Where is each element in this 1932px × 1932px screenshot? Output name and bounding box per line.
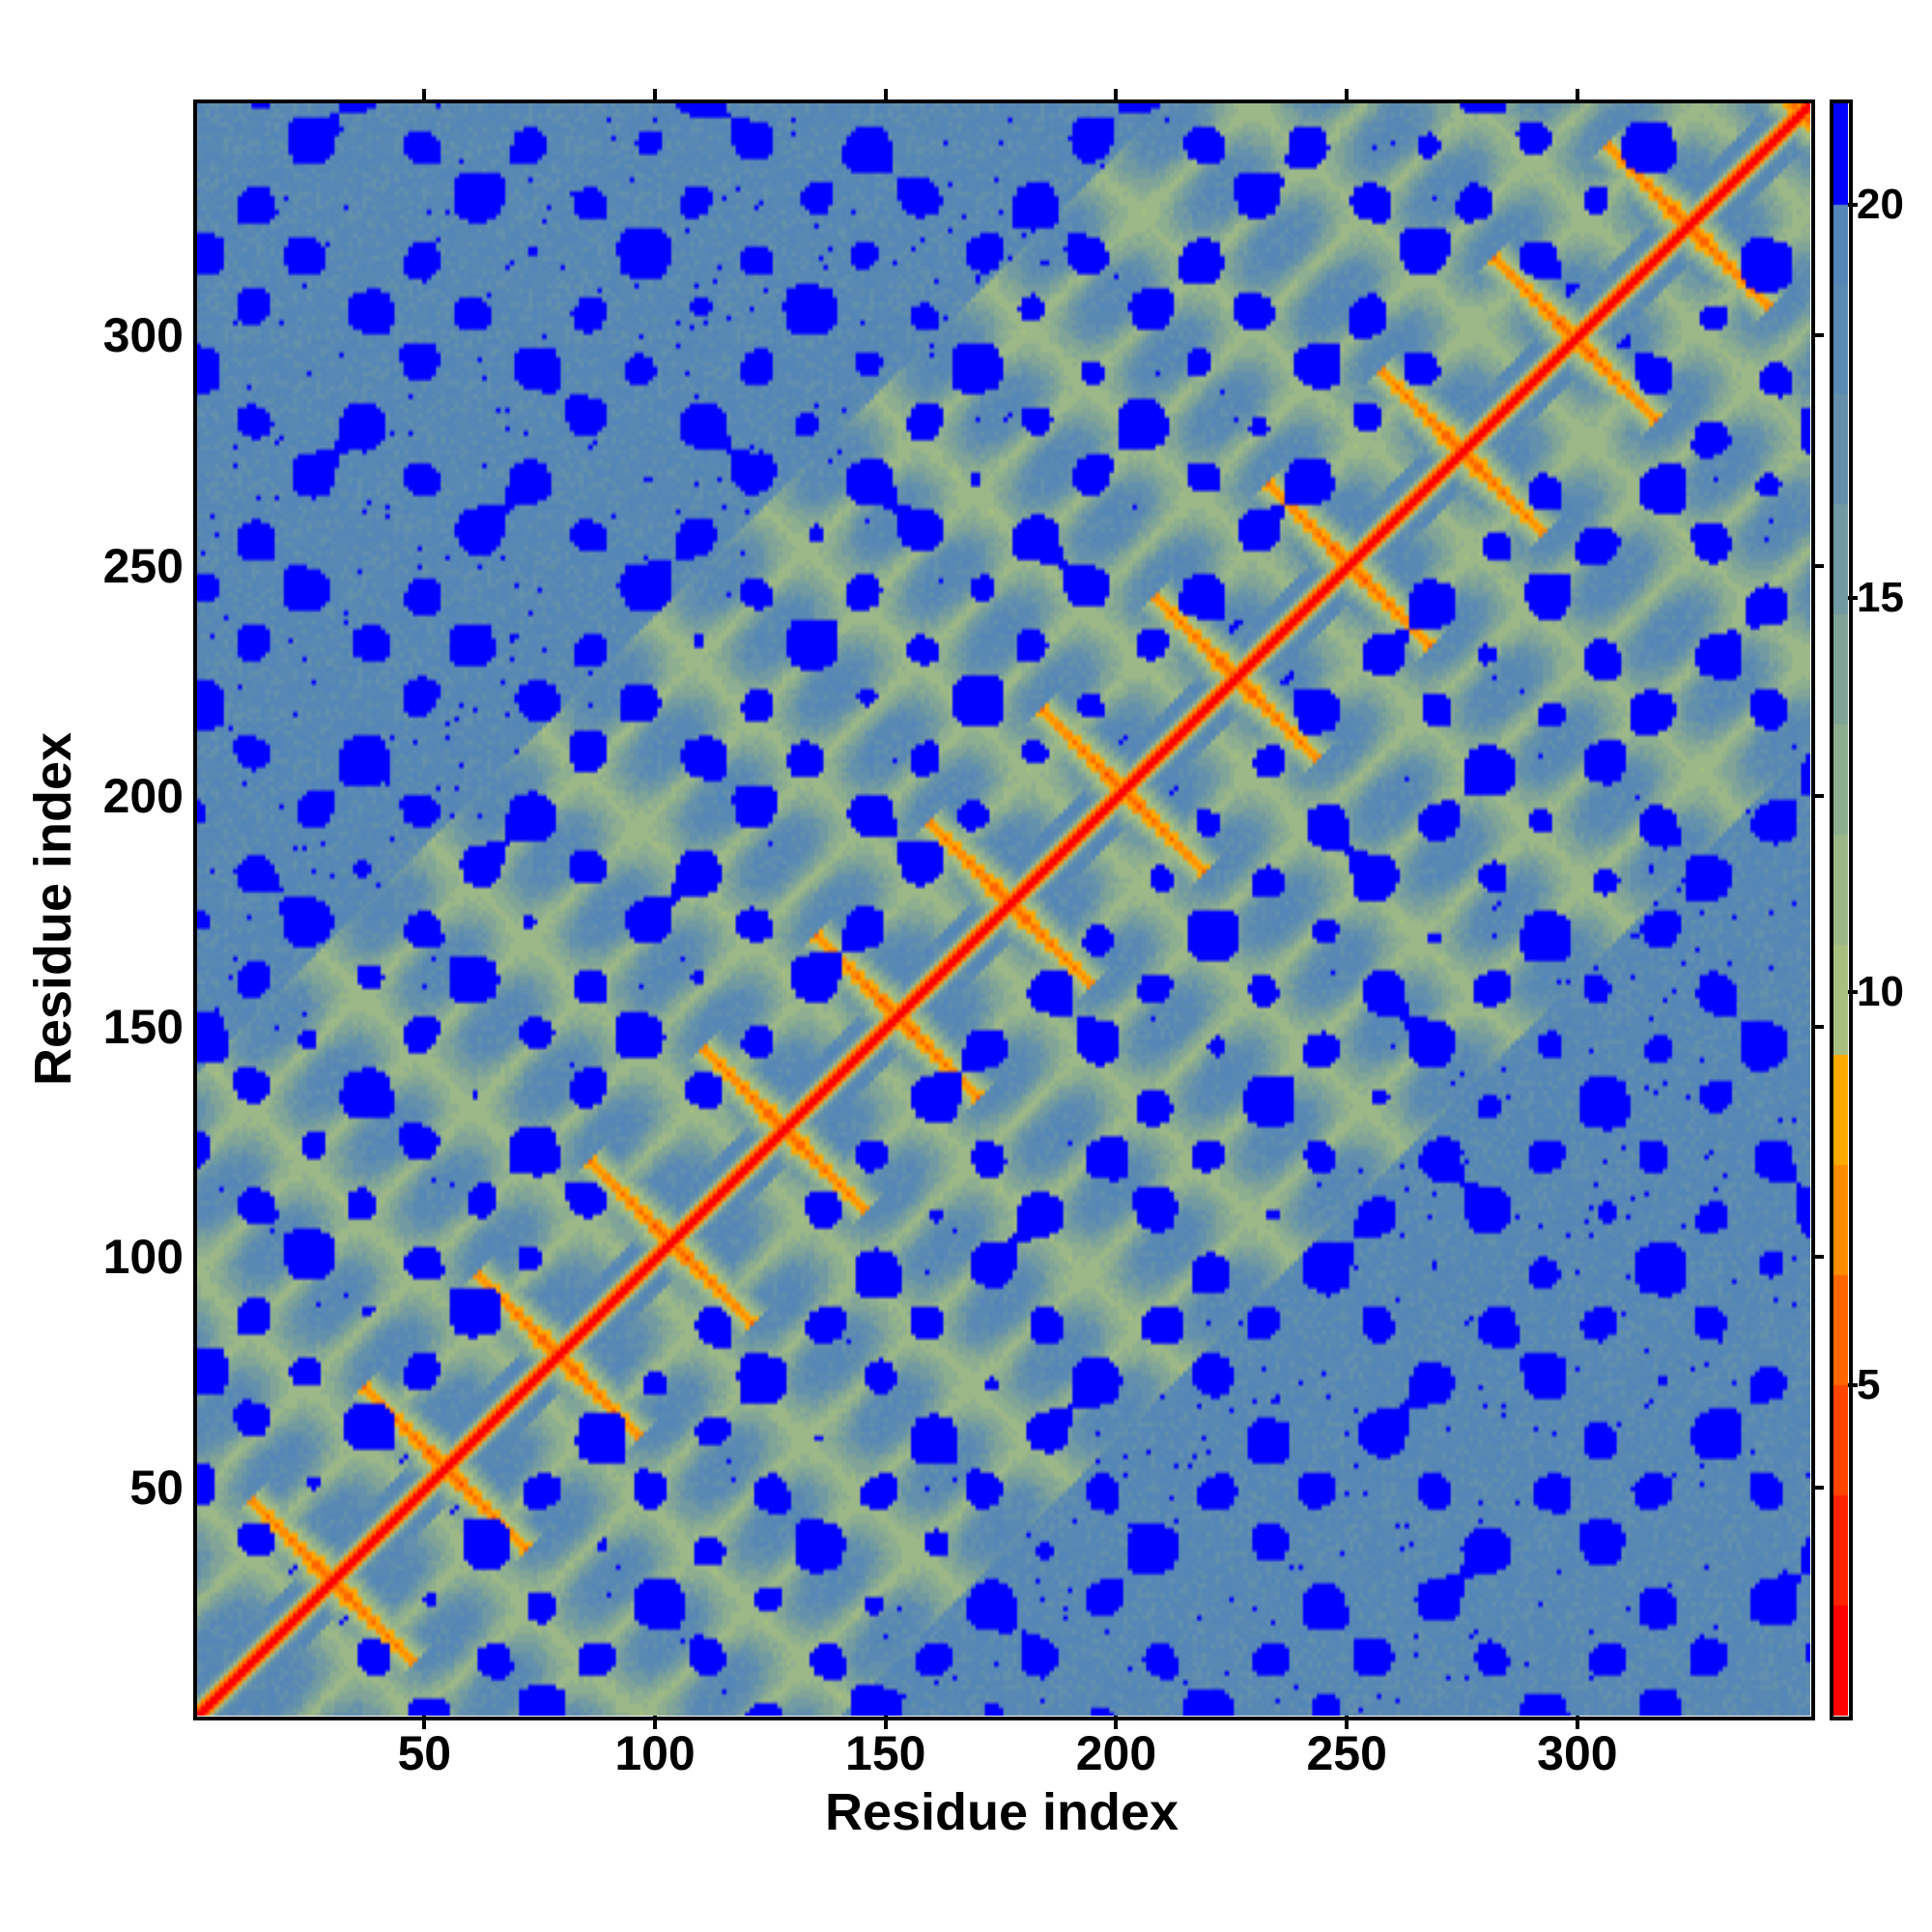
y-right-tick-mark xyxy=(1812,563,1824,568)
x-top-tick-mark xyxy=(422,89,427,102)
x-tick-mark xyxy=(422,1716,427,1729)
colorbar-tick-mark xyxy=(1848,989,1858,994)
colorbar-tick-label: 20 xyxy=(1857,180,1904,228)
y-tick-label: 200 xyxy=(102,769,184,824)
x-axis-label: Residue index xyxy=(824,1783,1179,1841)
colorbar-tick-label: 5 xyxy=(1857,1360,1881,1408)
x-tick-label: 50 xyxy=(397,1726,452,1780)
y-right-tick-mark xyxy=(1812,1255,1824,1260)
x-tick-mark xyxy=(883,1716,888,1729)
x-top-tick-mark xyxy=(1114,89,1119,102)
colorbar-tick-label: 15 xyxy=(1857,574,1904,622)
y-right-tick-mark xyxy=(1812,332,1824,337)
colorbar-tick-label: 10 xyxy=(1857,967,1904,1015)
x-tick-label: 150 xyxy=(845,1726,926,1780)
y-tick-label: 250 xyxy=(102,538,184,593)
y-right-tick-mark xyxy=(1812,1485,1824,1490)
plot-frame xyxy=(193,99,1815,1720)
x-tick-label: 250 xyxy=(1306,1726,1387,1780)
y-tick-label: 50 xyxy=(129,1460,184,1515)
y-tick-label: 300 xyxy=(102,307,184,362)
colorbar-tick-mark xyxy=(1848,596,1858,601)
x-top-tick-mark xyxy=(1345,89,1350,102)
x-top-tick-mark xyxy=(653,89,658,102)
y-axis-label: Residue index xyxy=(24,731,82,1087)
x-tick-mark xyxy=(1575,1716,1579,1729)
x-top-tick-mark xyxy=(1575,89,1579,102)
x-tick-label: 100 xyxy=(614,1726,696,1780)
x-tick-mark xyxy=(1345,1716,1350,1729)
x-tick-mark xyxy=(653,1716,658,1729)
y-tick-label: 100 xyxy=(102,1230,184,1285)
y-right-tick-mark xyxy=(1812,794,1824,799)
colorbar-tick-mark xyxy=(1848,1382,1858,1387)
distance-map-heatmap xyxy=(196,102,1810,1716)
colorbar xyxy=(1833,102,1848,1716)
x-tick-label: 200 xyxy=(1075,1726,1157,1780)
x-tick-mark xyxy=(1114,1716,1119,1729)
y-right-tick-mark xyxy=(1812,1024,1824,1029)
colorbar-frame xyxy=(1830,99,1853,1720)
y-tick-label: 150 xyxy=(102,999,184,1054)
x-tick-label: 300 xyxy=(1537,1726,1618,1780)
x-top-tick-mark xyxy=(883,89,888,102)
colorbar-tick-mark xyxy=(1848,202,1858,207)
